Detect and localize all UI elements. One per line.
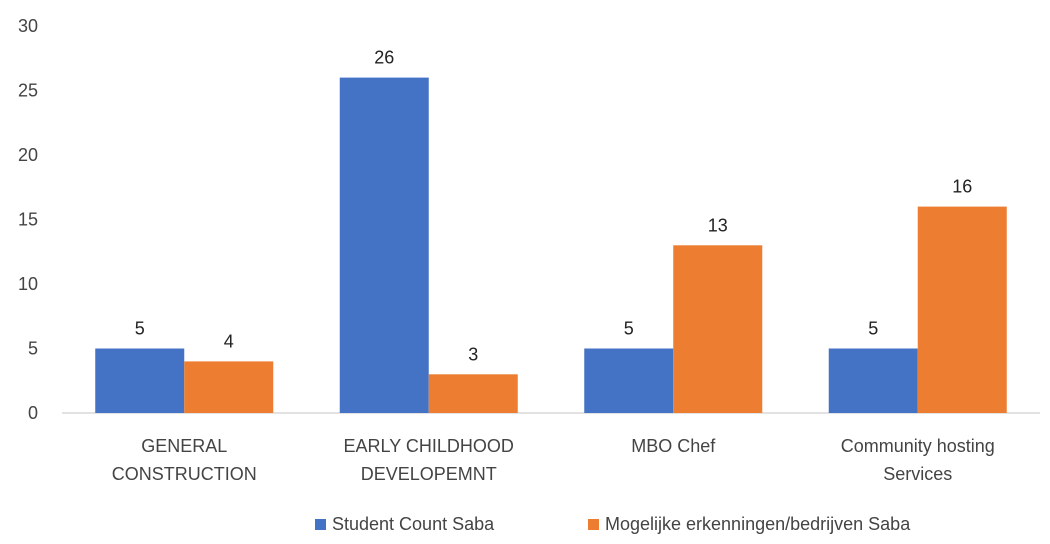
data-label: 5: [624, 319, 634, 339]
x-category-label: Community hosting Services: [841, 436, 995, 484]
y-tick-label: 30: [18, 16, 38, 36]
x-category-label-line: Community hosting: [841, 436, 995, 456]
y-tick-label: 15: [18, 210, 38, 230]
data-label: 13: [708, 215, 728, 235]
x-category-label-line: GENERAL: [141, 436, 227, 456]
x-category-label-line: DEVELOPEMNT: [361, 464, 497, 484]
bar-student-count: [828, 348, 918, 413]
x-category-label: MBO Chef: [631, 436, 716, 456]
y-axis: 0 5 10 15 20 25 30: [18, 16, 38, 423]
x-category-label-line: EARLY CHILDHOOD: [344, 436, 514, 456]
bars: [95, 77, 1007, 413]
bar-student-count: [339, 77, 429, 413]
x-category-label-line: CONSTRUCTION: [112, 464, 257, 484]
legend: Student Count Saba Mogelijke erkenningen…: [0, 514, 1050, 540]
y-tick-label: 20: [18, 145, 38, 165]
bar-student-count: [95, 348, 185, 413]
x-category-label-line: MBO Chef: [631, 436, 716, 456]
y-tick-label: 25: [18, 81, 38, 101]
data-label: 3: [468, 344, 478, 364]
legend-swatch-mogelijke-erkenningen: [588, 519, 599, 530]
legend-swatch-student-count: [315, 519, 326, 530]
x-category-label: GENERAL CONSTRUCTION: [112, 436, 257, 484]
y-tick-label: 0: [28, 403, 38, 423]
y-tick-label: 5: [28, 339, 38, 359]
data-label: 5: [868, 319, 878, 339]
x-category-label: EARLY CHILDHOOD DEVELOPEMNT: [344, 436, 514, 484]
x-category-label-line: Services: [883, 464, 952, 484]
data-label: 5: [135, 319, 145, 339]
bar-mogelijke-erkenningen: [428, 374, 518, 413]
bar-mogelijke-erkenningen: [184, 361, 274, 413]
bar-mogelijke-erkenningen: [917, 206, 1007, 413]
data-label: 4: [224, 331, 234, 351]
bar-mogelijke-erkenningen: [673, 245, 763, 413]
legend-item-mogelijke-erkenningen: Mogelijke erkenningen/bedrijven Saba: [588, 514, 910, 535]
legend-item-student-count: Student Count Saba: [315, 514, 494, 535]
legend-label-mogelijke-erkenningen: Mogelijke erkenningen/bedrijven Saba: [605, 514, 911, 534]
y-tick-label: 10: [18, 274, 38, 294]
x-axis: GENERAL CONSTRUCTION EARLY CHILDHOOD DEVELO…: [112, 436, 995, 484]
bar-student-count: [584, 348, 674, 413]
data-labels: 5 4 26 3 5 13 5 16: [135, 48, 973, 365]
legend-label-student-count: Student Count Saba: [332, 514, 495, 534]
data-label: 16: [952, 177, 972, 197]
data-label: 26: [374, 48, 394, 68]
